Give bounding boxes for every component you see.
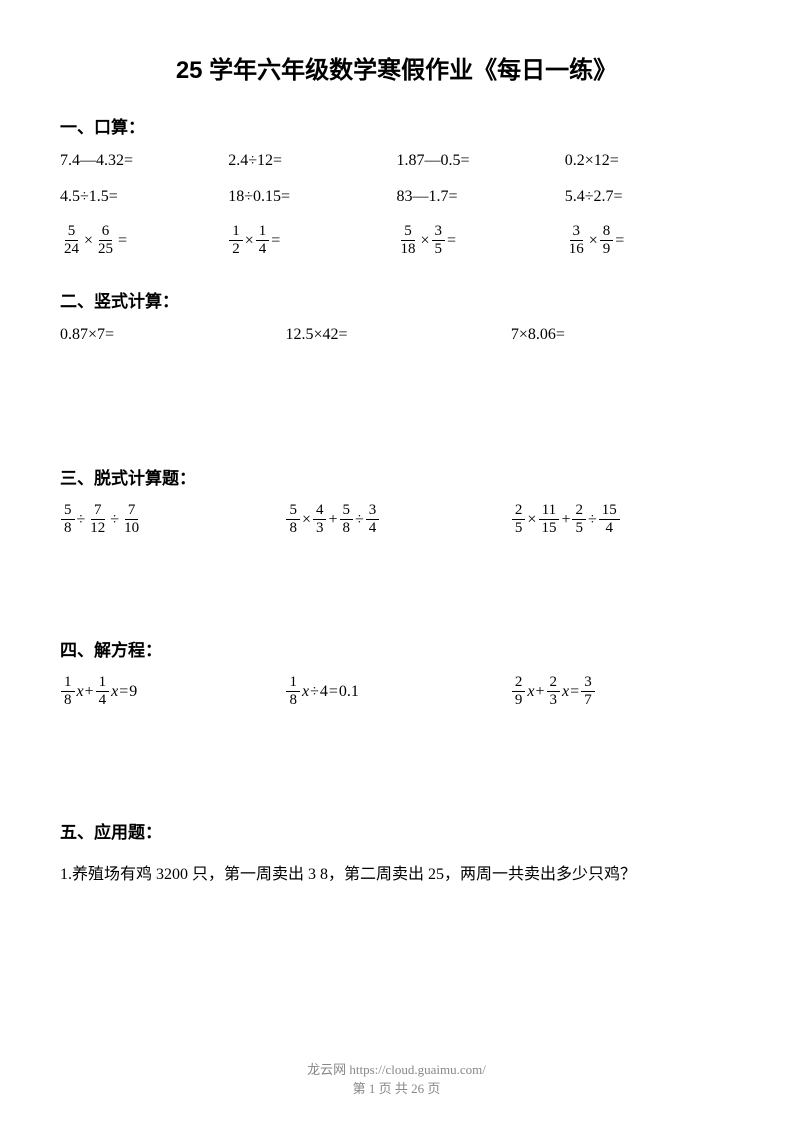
s1r3c4: 316 × 89 =	[565, 224, 733, 257]
section4-header: 四、解方程：	[60, 636, 733, 661]
s4e2: 18 x ÷ 4 = 0.1	[285, 675, 507, 708]
s1r3c3: 518 × 35 =	[397, 224, 565, 257]
s2r1c1: 0.87×7=	[60, 326, 282, 344]
s1r1c3: 1.87—0.5=	[397, 152, 565, 170]
s1r2c4: 5.4÷2.7=	[565, 188, 733, 206]
section4-row1: 18 x + 14 x = 9 18 x ÷ 4 = 0.1 29 x	[60, 675, 733, 708]
section2-row1: 0.87×7= 12.5×42= 7×8.06=	[60, 326, 733, 344]
s1r2c2: 18÷0.15=	[228, 188, 396, 206]
section1-row1: 7.4—4.32= 2.4÷12= 1.87—0.5= 0.2×12=	[60, 152, 733, 170]
s3e3: 25 × 1115 + 25 ÷ 154	[511, 503, 733, 536]
s1r2c1: 4.5÷1.5=	[60, 188, 228, 206]
footer-site: 龙云网 https://cloud.guaimu.com/	[307, 1062, 486, 1077]
s1r3c1: 524 × 625 =	[60, 224, 228, 257]
word-problem-1: 1.养殖场有鸡 3200 只，第一周卖出 3 8，第二周卖出 25，两周一共卖出…	[60, 857, 733, 892]
s1r2c3: 83—1.7=	[397, 188, 565, 206]
section3-row1: 58 ÷ 712 ÷ 710 58 × 43 + 58 ÷ 34 25 × 11	[60, 503, 733, 536]
footer-page: 第 1 页 共 26 页	[353, 1081, 441, 1096]
s1r1c2: 2.4÷12=	[228, 152, 396, 170]
section2-header: 二、竖式计算：	[60, 287, 733, 312]
s4e3: 29 x + 23 x = 37	[511, 675, 733, 708]
section1-row3: 524 × 625 = 12 × 14 = 518 × 35 = 316 × 8…	[60, 224, 733, 257]
s4e1: 18 x + 14 x = 9	[60, 675, 282, 708]
s2r1c3: 7×8.06=	[511, 326, 733, 344]
s1r1c1: 7.4—4.32=	[60, 152, 228, 170]
s1r1c4: 0.2×12=	[565, 152, 733, 170]
section3-header: 三、脱式计算题：	[60, 464, 733, 489]
section1-row2: 4.5÷1.5= 18÷0.15= 83—1.7= 5.4÷2.7=	[60, 188, 733, 206]
section1-header: 一、口算：	[60, 113, 733, 138]
s2r1c2: 12.5×42=	[285, 326, 507, 344]
s1r3c2: 12 × 14 =	[228, 224, 396, 257]
s3e1: 58 ÷ 712 ÷ 710	[60, 503, 282, 536]
page-title: 25 学年六年级数学寒假作业《每日一练》	[60, 50, 733, 85]
section5-header: 五、应用题：	[60, 818, 733, 843]
s3e2: 58 × 43 + 58 ÷ 34	[285, 503, 507, 536]
page-footer: 龙云网 https://cloud.guaimu.com/ 第 1 页 共 26…	[0, 1059, 793, 1097]
